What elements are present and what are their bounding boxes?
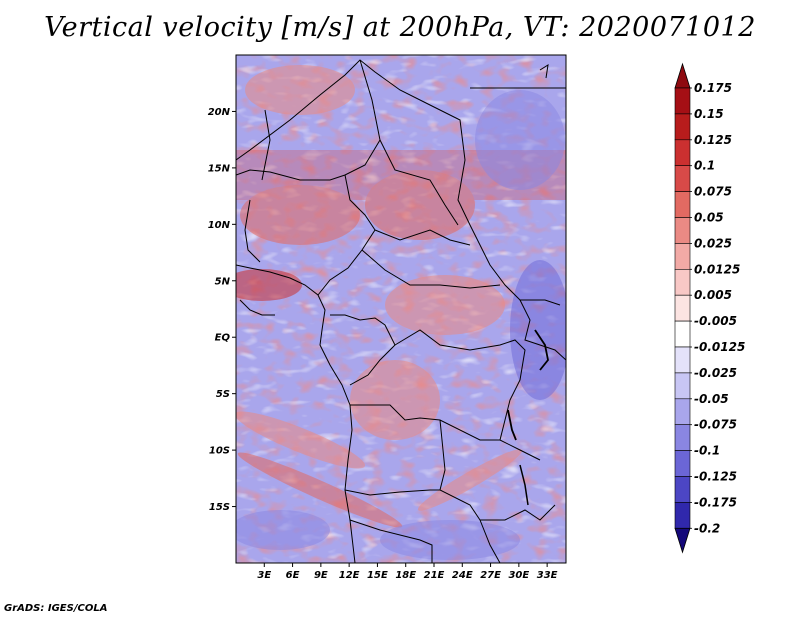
colorbar-label: 0.15 [694,107,724,121]
colorbar-label: -0.005 [694,314,737,328]
lat-tick-label: 15S [209,502,230,513]
colorbar-label: 0.005 [694,288,732,302]
colorbar-swatch [674,424,691,451]
colorbar-label: 0.1 [694,159,715,173]
lat-tick-label: 5S [216,389,230,400]
colorbar-label: -0.1 [694,444,720,458]
colorbar-swatch [674,113,691,141]
colorbar-label: -0.025 [694,366,737,380]
lon-tick-label: 21E [424,570,445,581]
colorbar-label: -0.0125 [694,340,745,354]
colorbar-label: 0.05 [694,211,724,225]
grads-credit: GrADS: IGES/COLA [4,603,108,614]
colorbar-label: -0.05 [694,392,729,406]
lat-tick-label: 15N [208,163,231,174]
colorbar-swatch [674,346,691,374]
lat-tick-label: 5N [215,276,231,287]
descent-regions [236,90,566,560]
colorbar-swatch [674,165,691,192]
lon-tick-label: 27E [480,570,501,581]
colorbar-swatch [674,450,691,477]
colorbar-swatch [674,217,691,244]
ascent-regions [236,65,566,528]
colorbar-label: 0.125 [694,133,732,147]
lat-tick-label: EQ [215,333,231,344]
lon-tick-label: 30E [508,570,529,581]
latitude-axis: 20N 15N 10N 5N EQ 5S 10S 15S [208,107,236,513]
lon-tick-label: 15E [367,570,388,581]
colorbar-label: -0.2 [694,521,720,535]
map-frame [235,54,567,564]
lon-tick-label: 12E [339,570,360,581]
lon-tick-label: 33E [537,570,558,581]
lat-tick-label: 10N [208,220,231,231]
lon-tick-label: 3E [257,570,271,581]
lon-tick-label: 24E [452,570,473,581]
lon-tick-label: 9E [314,570,328,581]
colorbar-swatch [674,372,691,400]
map-title: Vertical velocity [m/s] at 200hPa, VT: 2… [44,12,756,43]
colorbar-swatch [674,191,691,218]
colorbar-label: 0.0125 [694,262,740,276]
colorbar-bottom-arrow [674,527,691,554]
colorbar-swatch [674,502,691,529]
colorbar-swatch [674,243,691,270]
colorbar-swatch [674,268,691,296]
lat-tick-label: 10S [209,446,230,457]
colorbar: 0.175 0.15 0.125 0.1 0.075 0.05 0.025 0.0125 0.0… [674,62,745,554]
map-panel [236,55,566,563]
colorbar-swatch [674,294,691,322]
colorbar-label: 0.175 [694,81,732,95]
colorbar-label: -0.125 [694,470,737,484]
colorbar-swatch [674,87,691,115]
colorbar-label: 0.025 [694,236,732,250]
colorbar-top-arrow [674,62,691,89]
colorbar-label: 0.075 [694,185,732,199]
colorbar-swatch [674,139,691,167]
colorbar-label: -0.075 [694,418,737,432]
colorbar-swatch [674,476,691,503]
lat-tick-label: 20N [208,107,231,118]
colorbar-swatch [674,320,691,348]
lon-tick-label: 18E [395,570,416,581]
lon-tick-label: 6E [286,570,300,581]
colorbar-label: -0.175 [694,495,737,509]
colorbar-swatch [674,398,691,425]
political-boundaries [236,59,566,563]
longitude-axis: 3E 6E 9E 12E 15E 18E 21E 24E 27E 30E 33E [257,563,558,581]
